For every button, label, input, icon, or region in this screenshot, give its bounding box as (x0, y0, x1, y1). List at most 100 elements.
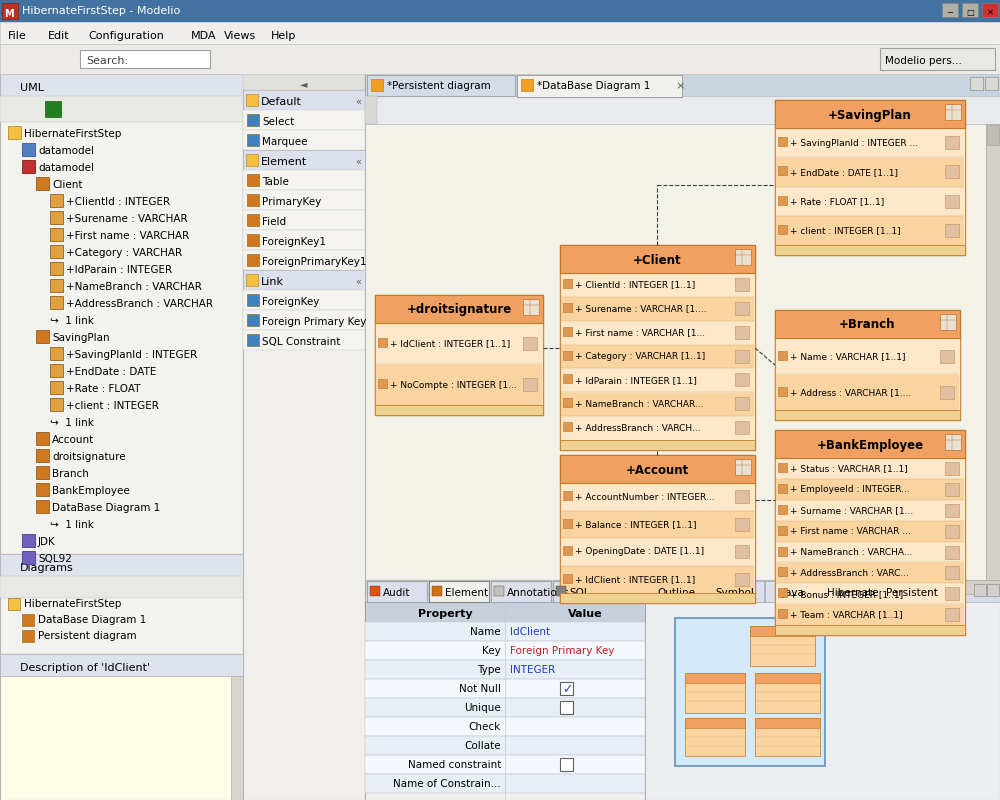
Bar (246, 94, 258, 106)
Bar (243, 230, 365, 250)
Bar (776, 563, 964, 583)
Text: datamodel: datamodel (38, 163, 94, 173)
Text: INTEGER: INTEGER (510, 665, 555, 675)
Bar (675, 618, 825, 766)
Bar (776, 542, 964, 562)
Bar (367, 581, 427, 602)
Bar (36, 500, 49, 513)
Bar (776, 521, 964, 542)
Text: + Address : VARCHAR [1....: + Address : VARCHAR [1.... (790, 389, 911, 398)
Bar (243, 170, 365, 190)
Bar (561, 538, 754, 566)
Text: + AddressBranch : VARCH...: + AddressBranch : VARCH... (575, 424, 701, 433)
Text: ─: ─ (948, 7, 952, 17)
Bar (560, 455, 755, 483)
Bar (735, 249, 751, 265)
Bar (22, 614, 34, 626)
Text: Audit: Audit (383, 588, 411, 598)
Bar (735, 374, 749, 386)
Bar (8, 598, 20, 610)
Bar (776, 605, 964, 625)
Bar (523, 299, 539, 315)
Bar (50, 262, 63, 275)
Bar (778, 588, 787, 598)
Text: Hibernate: Hibernate (827, 588, 879, 598)
Text: ForeignKey: ForeignKey (262, 297, 319, 307)
Bar (945, 566, 959, 579)
Text: ForeignPrimaryKey1: ForeignPrimaryKey1 (262, 257, 366, 267)
Bar (945, 608, 959, 621)
Text: +SavingPlanId : INTEGER: +SavingPlanId : INTEGER (66, 350, 197, 360)
Bar (560, 593, 755, 603)
Text: Views: Views (224, 31, 256, 41)
Text: SQL: SQL (569, 588, 590, 598)
Text: + First name : VARCHAR [1...: + First name : VARCHAR [1... (575, 328, 705, 338)
Bar (22, 534, 35, 547)
Bar (0, 44, 1000, 74)
Text: ↪  1 link: ↪ 1 link (50, 316, 94, 326)
Bar (775, 100, 965, 128)
Bar (561, 483, 754, 510)
Bar (776, 458, 964, 479)
Bar (561, 345, 754, 369)
Bar (247, 194, 259, 206)
Bar (22, 160, 35, 173)
Bar (247, 334, 259, 346)
Bar (378, 379, 387, 388)
Bar (50, 381, 63, 394)
Text: Annotations: Annotations (507, 588, 570, 598)
Bar (776, 500, 964, 521)
Bar (942, 3, 958, 17)
Bar (982, 3, 998, 17)
Bar (940, 350, 954, 363)
Bar (985, 77, 998, 90)
Bar (376, 323, 542, 364)
Text: + SavingPlanId : INTEGER ...: + SavingPlanId : INTEGER ... (790, 138, 918, 147)
Bar (945, 194, 959, 207)
Bar (246, 154, 258, 166)
Bar (750, 626, 815, 666)
Text: Name of Constrain...: Name of Constrain... (393, 779, 501, 789)
Bar (945, 525, 959, 538)
Bar (370, 586, 380, 596)
Bar (22, 630, 34, 642)
Text: Key: Key (482, 646, 501, 656)
Bar (685, 718, 745, 728)
Bar (778, 166, 787, 175)
Text: Type: Type (477, 665, 501, 675)
Text: Account: Account (52, 435, 94, 445)
Bar (491, 581, 551, 602)
Bar (776, 338, 959, 374)
Bar (775, 625, 965, 635)
Bar (50, 279, 63, 292)
Bar (735, 459, 751, 475)
Text: Unique: Unique (464, 703, 501, 713)
Bar (945, 462, 959, 475)
Text: ↪  1 link: ↪ 1 link (50, 418, 94, 428)
Text: + client : INTEGER [1..1]: + client : INTEGER [1..1] (790, 226, 901, 235)
Bar (243, 310, 365, 330)
Bar (365, 74, 1000, 96)
Text: Element: Element (261, 157, 307, 167)
Bar (560, 701, 573, 714)
Bar (22, 143, 35, 156)
Bar (45, 101, 61, 117)
Bar (945, 504, 959, 517)
Bar (775, 430, 965, 635)
Text: + OpeningDate : DATE [1..1]: + OpeningDate : DATE [1..1] (575, 547, 704, 557)
Bar (563, 574, 572, 582)
Text: +Category : VARCHAR: +Category : VARCHAR (66, 248, 182, 258)
Text: +First name : VARCHAR: +First name : VARCHAR (66, 231, 189, 241)
Bar (735, 398, 749, 410)
Bar (776, 187, 964, 216)
Bar (246, 274, 258, 286)
Bar (243, 150, 365, 170)
Text: Outline: Outline (657, 588, 695, 598)
Text: «: « (355, 97, 361, 107)
Bar (778, 225, 787, 234)
Text: Table: Table (262, 177, 289, 187)
Bar (2, 3, 18, 19)
Bar (563, 279, 572, 288)
Bar (563, 326, 572, 336)
Bar (632, 584, 644, 596)
